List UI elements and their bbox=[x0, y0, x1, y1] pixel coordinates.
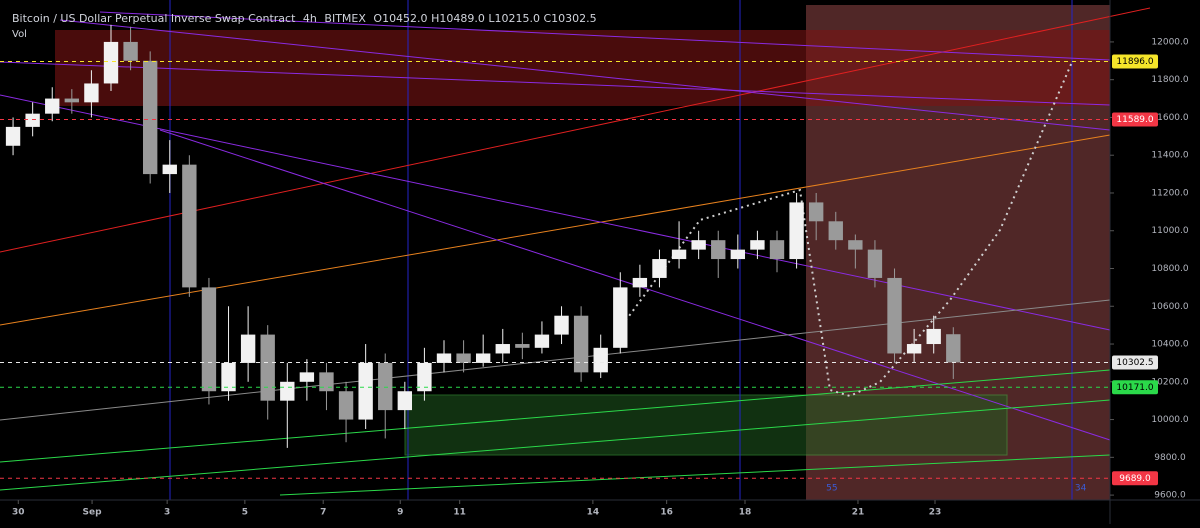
x-tick-label: 3 bbox=[164, 508, 170, 518]
candle-body bbox=[338, 391, 354, 420]
candle-body bbox=[45, 98, 60, 114]
candle-body bbox=[103, 41, 119, 84]
price-label: 9689.0 bbox=[1119, 474, 1151, 484]
candle-body bbox=[280, 381, 295, 401]
candle-body bbox=[750, 240, 765, 250]
candle-body bbox=[926, 328, 941, 345]
ohlc-open: O10452.0 bbox=[373, 12, 428, 25]
y-tick-label: 11200.0 bbox=[1151, 188, 1188, 198]
candle-body bbox=[593, 347, 608, 373]
y-tick-label: 11400.0 bbox=[1151, 151, 1188, 161]
candle-body bbox=[711, 240, 726, 260]
y-tick-label: 10600.0 bbox=[1151, 302, 1188, 312]
candle-body bbox=[84, 83, 99, 103]
price-label: 10302.5 bbox=[1116, 358, 1153, 368]
x-tick-label: 30 bbox=[12, 508, 25, 518]
candle-body bbox=[162, 164, 177, 175]
x-tick-label: 5 bbox=[242, 508, 248, 518]
candle-body bbox=[358, 362, 373, 420]
candle-body bbox=[201, 287, 217, 392]
annotation: 55 bbox=[826, 484, 837, 494]
x-tick-label: 23 bbox=[929, 508, 942, 518]
price-label-box bbox=[1112, 380, 1158, 395]
price-label-box bbox=[1112, 112, 1158, 127]
y-tick-label: 11800.0 bbox=[1151, 75, 1188, 85]
price-label: 10171.0 bbox=[1116, 383, 1153, 393]
support-zone bbox=[404, 394, 1008, 456]
ohlc-close: C10302.5 bbox=[543, 12, 597, 25]
candle-body bbox=[808, 202, 824, 222]
candle-body bbox=[299, 372, 315, 382]
candle-body bbox=[613, 287, 628, 348]
candle-body bbox=[260, 334, 275, 401]
y-tick-label: 10400.0 bbox=[1151, 340, 1188, 350]
candle-body bbox=[946, 334, 961, 363]
x-tick-label: 7 bbox=[320, 508, 326, 518]
candle-body bbox=[632, 277, 648, 288]
ohlc-high: H10489.0 bbox=[431, 12, 485, 25]
candle-body bbox=[671, 249, 687, 260]
candle-body bbox=[828, 221, 843, 241]
y-tick-label: 11000.0 bbox=[1151, 226, 1188, 236]
candle-body bbox=[887, 277, 902, 354]
candle-body bbox=[475, 353, 491, 363]
price-label-box bbox=[1112, 355, 1158, 370]
candle-body bbox=[319, 372, 334, 392]
interval: 4h bbox=[302, 12, 317, 25]
candle-body bbox=[64, 98, 80, 103]
price-label: 11896.0 bbox=[1116, 57, 1153, 67]
annotation: 34 bbox=[1075, 484, 1087, 494]
candle-body bbox=[25, 113, 40, 127]
y-tick-label: 10200.0 bbox=[1151, 377, 1188, 387]
y-tick-label: 9800.0 bbox=[1154, 453, 1186, 463]
candle-body bbox=[652, 259, 667, 278]
candle-body bbox=[789, 202, 804, 260]
candle-body bbox=[456, 353, 471, 363]
y-tick-label: 10000.0 bbox=[1151, 415, 1188, 425]
y-tick-label: 10800.0 bbox=[1151, 264, 1188, 274]
candle-body bbox=[378, 362, 393, 411]
candle-body bbox=[867, 249, 883, 278]
y-tick-label: 9600.0 bbox=[1154, 491, 1186, 501]
candle-body bbox=[221, 362, 236, 392]
candle-body bbox=[730, 249, 746, 260]
candle-body bbox=[182, 164, 197, 288]
price-label-box bbox=[1112, 54, 1158, 69]
x-tick-label: Sep bbox=[83, 508, 103, 518]
legend: Bitcoin / US Dollar Perpetual Inverse Sw… bbox=[12, 12, 597, 40]
x-tick-label: 16 bbox=[660, 508, 673, 518]
candle-body bbox=[397, 391, 413, 411]
price-label: 11589.0 bbox=[1116, 115, 1153, 125]
x-tick-label: 18 bbox=[739, 508, 752, 518]
candle-body bbox=[691, 240, 706, 250]
candle-body bbox=[515, 344, 530, 348]
y-tick-label: 11600.0 bbox=[1151, 113, 1188, 123]
exchange: BITMEX bbox=[324, 12, 366, 25]
candle-body bbox=[495, 344, 510, 354]
candle-body bbox=[123, 41, 138, 61]
candle-body bbox=[5, 126, 21, 146]
x-tick-label: 14 bbox=[587, 508, 600, 518]
candle-body bbox=[534, 334, 550, 348]
candle-body bbox=[769, 240, 785, 260]
candle-body bbox=[554, 315, 569, 335]
candle-body bbox=[142, 60, 158, 175]
x-tick-label: 21 bbox=[852, 508, 865, 518]
candle-body bbox=[573, 315, 589, 373]
resistance-zone bbox=[55, 30, 1110, 106]
candle-body bbox=[848, 240, 863, 250]
volume-label: Vol bbox=[12, 29, 27, 40]
x-tick-label: 11 bbox=[453, 508, 466, 518]
candle-body bbox=[240, 334, 256, 363]
candle-body bbox=[417, 362, 432, 392]
x-tick-label: 9 bbox=[397, 508, 403, 518]
candle-body bbox=[436, 353, 452, 363]
price-label-box bbox=[1112, 471, 1158, 486]
symbol: Bitcoin / US Dollar Perpetual Inverse Sw… bbox=[12, 12, 296, 25]
ohlc-low: L10215.0 bbox=[488, 12, 540, 25]
candle-body bbox=[906, 344, 922, 354]
y-tick-label: 12000.0 bbox=[1151, 37, 1188, 47]
